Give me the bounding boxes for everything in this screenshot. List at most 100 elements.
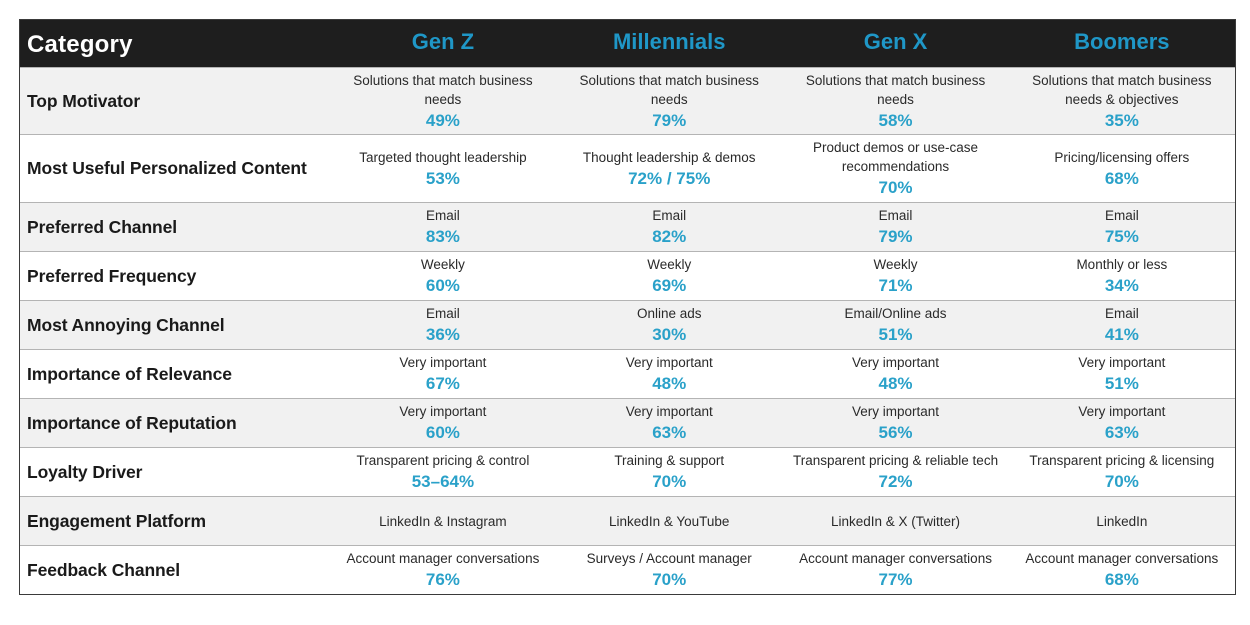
cell-percentage: 56%	[878, 423, 913, 442]
cell-boomers: Very important 63%	[1009, 402, 1235, 444]
cell-gen-z: Account manager conversations 76%	[330, 549, 556, 591]
cell-description: Training & support	[614, 453, 725, 468]
row-category-label: Most Useful Personalized Content	[27, 158, 307, 178]
cell-percentage: 58%	[878, 110, 913, 130]
cell-description: Solutions that match business needs & ob…	[1032, 72, 1212, 107]
cell-description: Very important	[1078, 404, 1166, 419]
cell-percentage: 51%	[878, 325, 913, 344]
cell-description: Email	[426, 208, 460, 223]
cell-gen-z: Very important 67%	[330, 353, 556, 395]
cell-description: Account manager conversations	[346, 551, 540, 566]
cell-description: LinkedIn & X (Twitter)	[831, 513, 961, 529]
row-category-label: Top Motivator	[27, 90, 141, 111]
cell-boomers: Pricing/licensing offers 68%	[1009, 148, 1235, 190]
header-boomers: Boomers	[1074, 28, 1170, 54]
cell-description: Very important	[1078, 355, 1166, 370]
cell-description: Targeted thought leadership	[359, 149, 527, 165]
cell-description: Thought leadership & demos	[582, 149, 756, 165]
table-row: Preferred Frequency Weekly 60% Weekly 69% Wee…	[20, 251, 1235, 300]
cell-description: Email	[878, 208, 913, 223]
cell-description: Account manager conversations	[1025, 551, 1219, 566]
cell-percentage: 35%	[1104, 110, 1139, 130]
row-category-label: Importance of Reputation	[27, 412, 237, 433]
cell-millennials: Online ads 30%	[556, 304, 782, 346]
cell-description: LinkedIn & Instagram	[379, 513, 507, 529]
cell-gen-z: Transparent pricing & control 53–64%	[330, 451, 556, 493]
cell-percentage: 68%	[1104, 168, 1139, 188]
table-header: Category Gen Z Millennials Gen X Boomers	[20, 20, 1235, 67]
cell-gen-x: Transparent pricing & reliable tech 72%	[782, 451, 1008, 493]
cell-percentage: 53%	[425, 168, 460, 188]
cell-boomers: Very important 51%	[1009, 353, 1235, 395]
cell-percentage: 79%	[878, 227, 913, 246]
cell-gen-x: Account manager conversations 77%	[782, 549, 1008, 591]
cell-percentage: 72%	[878, 472, 913, 491]
table-row: Importance of Relevance Very important 67%…	[20, 349, 1235, 398]
table-row: Top Motivator Solutions that match busine…	[20, 67, 1235, 134]
cell-description: Pricing/licensing offers	[1054, 149, 1190, 165]
table-row: Engagement Platform LinkedIn & Instagram L…	[20, 496, 1235, 545]
cell-description: Account manager conversations	[799, 551, 992, 566]
cell-boomers: Monthly or less 34%	[1009, 255, 1235, 297]
cell-gen-x: Product demos or use-case recommendation…	[782, 138, 1008, 199]
header-category: Category	[27, 31, 133, 58]
cell-percentage: 63%	[1104, 423, 1139, 442]
table-row: Most Annoying Channel Email 36% Online ads 3…	[20, 300, 1235, 349]
row-category-label: Engagement Platform	[27, 510, 206, 531]
cell-percentage: 82%	[652, 227, 687, 246]
generation-comparison-table: Category Gen Z Millennials Gen X Boomers…	[19, 19, 1236, 595]
cell-gen-z: Targeted thought leadership 53%	[330, 148, 556, 190]
cell-percentage: 60%	[425, 423, 460, 442]
cell-gen-z: Very important 60%	[330, 402, 556, 444]
cell-millennials: Email 82%	[556, 206, 782, 248]
table-row: Feedback Channel Account manager conversa…	[20, 545, 1235, 594]
cell-millennials: Very important 48%	[556, 353, 782, 395]
cell-millennials: Thought leadership & demos 72% / 75%	[556, 148, 782, 190]
cell-percentage: 67%	[425, 374, 460, 393]
table-row: Most Useful Personalized Content Targeted…	[20, 134, 1235, 202]
cell-gen-x: Email/Online ads 51%	[782, 304, 1008, 346]
cell-description: Very important	[399, 404, 487, 419]
cell-percentage: 30%	[652, 325, 687, 344]
cell-description: Weekly	[647, 257, 692, 272]
cell-gen-x: Very important 56%	[782, 402, 1008, 444]
table-row: Preferred Channel Email 83% Email 82% Email 79…	[20, 202, 1235, 251]
cell-description: Email	[426, 306, 460, 321]
cell-millennials: Solutions that match business needs 79%	[556, 71, 782, 132]
cell-percentage: 70%	[652, 570, 687, 589]
cell-description: Transparent pricing & licensing	[1029, 453, 1215, 468]
cell-gen-x: Solutions that match business needs 58%	[782, 71, 1008, 132]
cell-boomers: Email 75%	[1009, 206, 1235, 248]
cell-percentage: 70%	[1104, 472, 1139, 491]
cell-percentage: 68%	[1104, 570, 1139, 589]
row-category-label: Importance of Relevance	[27, 363, 232, 384]
table-row: Loyalty Driver Transparent pricing & cont…	[20, 447, 1235, 496]
row-category-label: Loyalty Driver	[27, 461, 143, 482]
cell-percentage: 79%	[652, 110, 687, 130]
row-category-label: Preferred Channel	[27, 216, 178, 237]
table-row: Importance of Reputation Very important 60…	[20, 398, 1235, 447]
cell-description: LinkedIn & YouTube	[609, 513, 730, 529]
cell-percentage: 63%	[652, 423, 687, 442]
cell-description: Email	[652, 208, 687, 223]
cell-description: Transparent pricing & control	[356, 453, 530, 468]
cell-description: Very important	[625, 404, 713, 419]
cell-description: Very important	[852, 404, 940, 419]
cell-description: Transparent pricing & reliable tech	[792, 453, 999, 468]
cell-percentage: 36%	[425, 325, 460, 344]
cell-boomers: Email 41%	[1009, 304, 1235, 346]
cell-gen-z: Weekly 60%	[330, 255, 556, 297]
table-body: Top Motivator Solutions that match busine…	[20, 67, 1235, 594]
cell-percentage: 70%	[878, 178, 913, 197]
header-gen-x: Gen X	[863, 28, 928, 54]
row-category-label: Preferred Frequency	[27, 265, 197, 286]
cell-percentage: 75%	[1104, 227, 1139, 246]
cell-percentage: 71%	[878, 276, 913, 295]
cell-gen-x: Very important 48%	[782, 353, 1008, 395]
cell-description: Monthly or less	[1076, 257, 1168, 272]
cell-description: Solutions that match business needs	[805, 72, 986, 107]
cell-percentage: 53–64%	[411, 472, 475, 491]
cell-boomers: Transparent pricing & licensing 70%	[1009, 451, 1235, 493]
cell-description: Very important	[852, 355, 940, 370]
cell-percentage: 41%	[1104, 325, 1139, 344]
